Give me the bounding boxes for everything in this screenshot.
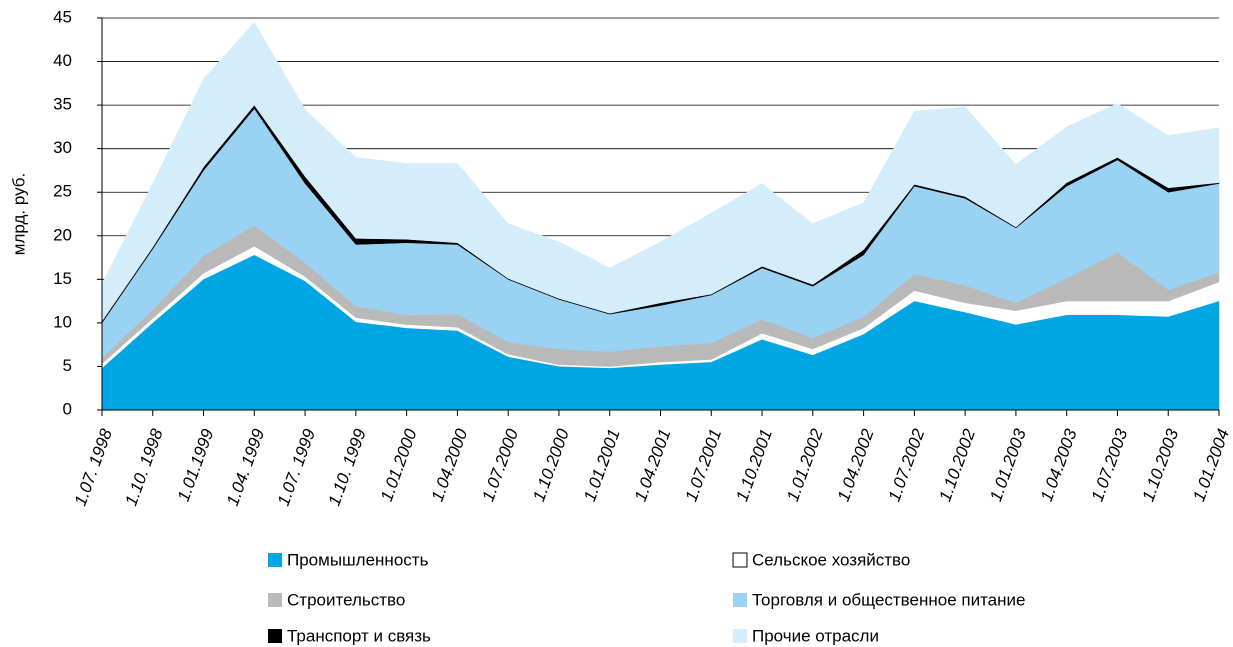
legend-swatch xyxy=(268,593,282,607)
legend-label: Промышленность xyxy=(287,550,429,569)
x-tick-label: 1.04.2001 xyxy=(631,426,675,504)
x-tick-label: 1.10.2002 xyxy=(935,426,979,504)
y-tick-label: 40 xyxy=(53,51,72,70)
x-tick-label: 1.10. 1999 xyxy=(324,426,370,509)
y-axis-label: млрд. руб. xyxy=(9,173,28,255)
y-tick-label: 30 xyxy=(53,138,72,157)
y-tick-label: 25 xyxy=(53,182,72,201)
y-tick-label: 10 xyxy=(53,312,72,331)
y-tick-label: 0 xyxy=(63,399,72,418)
legend-swatch xyxy=(268,629,282,643)
x-tick-label: 1.10.2000 xyxy=(529,426,573,504)
legend-swatch xyxy=(733,629,747,643)
legend-swatch xyxy=(733,593,747,607)
area xyxy=(101,21,1220,322)
legend-swatch xyxy=(268,553,282,567)
y-tick-label: 20 xyxy=(53,225,72,244)
x-tick-label: 1.07. 1998 xyxy=(71,426,117,509)
x-tick-label: 1.04.2002 xyxy=(834,426,878,504)
x-tick-label: 1.04.2003 xyxy=(1037,426,1081,504)
x-tick-label: 1.01.2001 xyxy=(580,426,624,504)
x-tick-label: 1.04.2000 xyxy=(428,426,472,504)
x-tick-label: 1.07.2000 xyxy=(478,426,522,504)
x-tick-label: 1.01.2002 xyxy=(783,426,827,504)
x-tick-label: 1.07. 1999 xyxy=(274,426,320,509)
x-tick-label: 1.01.2000 xyxy=(377,426,421,504)
legend-label: Транспорт и связь xyxy=(287,626,431,645)
legend-label: Строительство xyxy=(287,590,405,609)
x-tick-label: 1.10.2003 xyxy=(1138,426,1182,504)
legend-label: Торговля и общественное питание xyxy=(752,590,1025,609)
legend-label: Прочие отрасли xyxy=(752,626,879,645)
x-tick-label: 1.07.2002 xyxy=(885,426,929,504)
x-tick-label: 1.04. 1999 xyxy=(223,426,269,509)
legend-swatch xyxy=(732,552,748,568)
x-tick-label: 1.01.1999 xyxy=(174,426,218,504)
x-tick-label: 1.01.2003 xyxy=(986,426,1030,504)
y-tick-label: 15 xyxy=(53,269,72,288)
x-tick-label: 1.01.2004 xyxy=(1189,426,1233,504)
y-tick-label: 5 xyxy=(63,356,72,375)
x-tick-label: 1.10. 1998 xyxy=(121,426,167,509)
x-tick-label: 1.07.2001 xyxy=(682,426,726,504)
legend-label: Сельское хозяйство xyxy=(752,550,910,569)
x-tick-label: 1.07.2003 xyxy=(1088,426,1132,504)
y-tick-label: 35 xyxy=(53,95,72,114)
x-tick-label: 1.10.2001 xyxy=(732,426,776,504)
y-tick-label: 45 xyxy=(53,7,72,26)
